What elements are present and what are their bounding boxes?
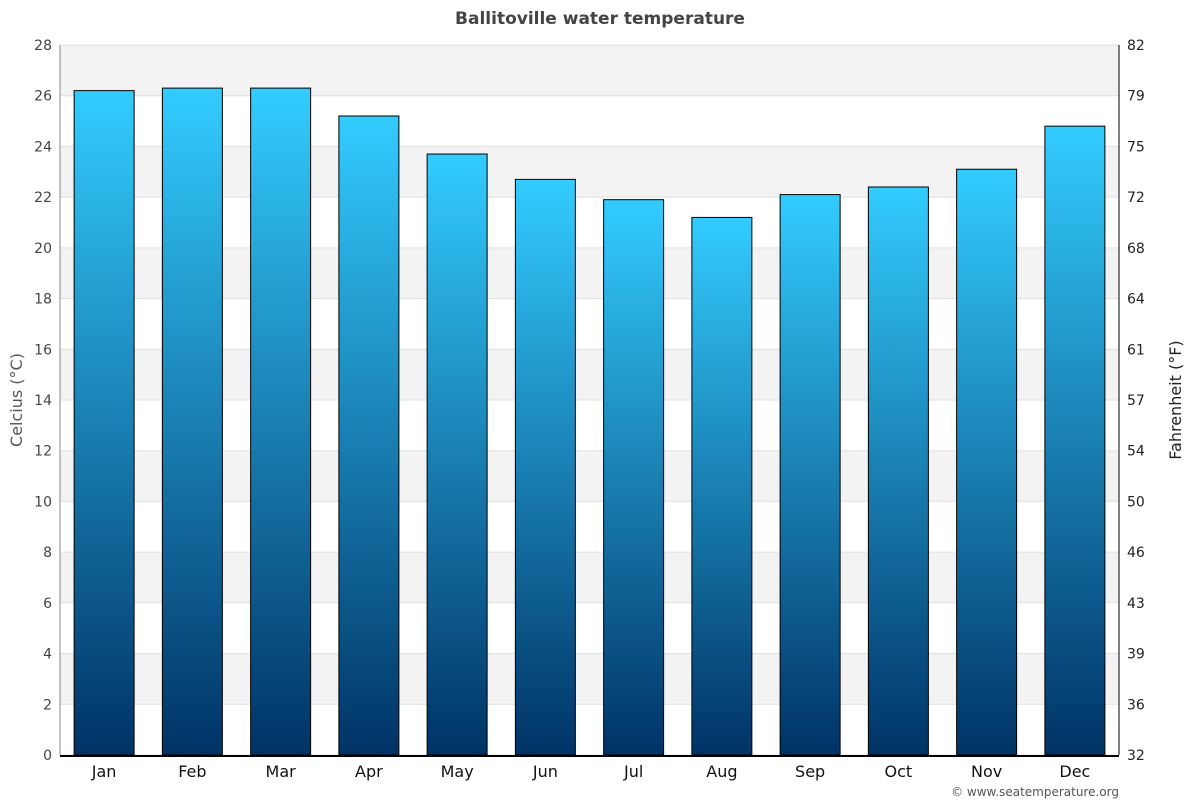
- bar-jan: [73, 90, 135, 756]
- grid-band: [60, 45, 1119, 96]
- y-tick-label-left: 6: [43, 596, 52, 612]
- bar-feb: [161, 87, 223, 756]
- y-tick-label-right: 39: [1127, 647, 1145, 663]
- x-tick-label: Mar: [266, 762, 297, 781]
- chart-title: Ballitoville water temperature: [455, 9, 745, 29]
- bar-jul: [603, 199, 665, 756]
- y-tick-label-right: 64: [1127, 292, 1145, 308]
- y-tick-label-right: 75: [1127, 139, 1145, 155]
- grid-band: [60, 450, 1119, 502]
- bar-may: [426, 153, 488, 756]
- bar-mar: [250, 87, 312, 756]
- y-tick-label-left: 8: [43, 545, 52, 561]
- grid-band: [60, 501, 1119, 553]
- y-tick-label-left: 0: [43, 748, 52, 764]
- y-axis-label-right: Fahrenheit (°F): [1166, 340, 1185, 459]
- bar-dec: [1044, 125, 1106, 756]
- y-tick-label-right: 68: [1127, 241, 1145, 257]
- grid-band: [60, 653, 1119, 705]
- bar-jun: [514, 178, 576, 756]
- y-tick-label-left: 12: [34, 444, 52, 460]
- y-tick-label-left: 16: [34, 342, 52, 358]
- y-tick-label-right: 46: [1127, 545, 1145, 561]
- grid-band: [60, 552, 1119, 603]
- grid-band: [60, 95, 1119, 147]
- y-tick-label-left: 4: [43, 647, 52, 663]
- bar-nov: [956, 168, 1018, 756]
- y-tick-label-left: 10: [34, 494, 52, 510]
- y-tick-label-left: 28: [34, 38, 52, 54]
- y-tick-label-left: 2: [43, 697, 52, 713]
- y-tick-label-left: 20: [34, 241, 52, 257]
- x-tick-label: Aug: [706, 762, 737, 781]
- x-tick-label: Jan: [91, 762, 117, 781]
- y-tick-label-right: 43: [1127, 596, 1145, 612]
- grid-band: [60, 400, 1119, 451]
- bar-oct: [867, 186, 929, 756]
- y-tick-label-right: 32: [1127, 748, 1145, 764]
- grid-band: [60, 247, 1119, 299]
- bar-apr: [338, 115, 400, 756]
- credit-text[interactable]: © www.seatemperature.org: [951, 785, 1119, 799]
- y-axis-label-left: Celcius (°C): [7, 353, 26, 447]
- y-tick-label-right: 79: [1127, 89, 1145, 105]
- y-tick-label-right: 82: [1127, 38, 1145, 54]
- x-tick-label: Feb: [178, 762, 206, 781]
- grid-band: [60, 146, 1119, 198]
- x-tick-label: Nov: [971, 762, 1002, 781]
- y-tick-label-right: 61: [1127, 342, 1145, 358]
- y-tick-label-left: 14: [34, 393, 52, 409]
- y-tick-label-right: 57: [1127, 393, 1145, 409]
- y-tick-label-right: 54: [1127, 444, 1145, 460]
- x-tick-label: Oct: [885, 762, 913, 781]
- y-tick-label-left: 24: [34, 139, 52, 155]
- x-tick-label: Dec: [1059, 762, 1090, 781]
- y-tick-label-left: 18: [34, 292, 52, 308]
- x-tick-label: Apr: [355, 762, 383, 781]
- x-tick-label: Jul: [623, 762, 643, 781]
- y-tick-label-right: 72: [1127, 190, 1145, 206]
- y-tick-label-left: 26: [34, 89, 52, 105]
- x-tick-label: Jun: [532, 762, 558, 781]
- grid-band: [60, 602, 1119, 654]
- grid-band: [60, 197, 1119, 248]
- x-tick-label: May: [441, 762, 474, 781]
- bar-sep: [779, 194, 841, 756]
- y-tick-label-right: 36: [1127, 697, 1145, 713]
- x-tick-label: Sep: [795, 762, 825, 781]
- grid-band: [60, 704, 1119, 755]
- grid-band: [60, 349, 1119, 400]
- y-tick-label-right: 50: [1127, 494, 1145, 510]
- bar-aug: [691, 216, 753, 756]
- y-tick-label-left: 22: [34, 190, 52, 206]
- grid-band: [60, 298, 1119, 350]
